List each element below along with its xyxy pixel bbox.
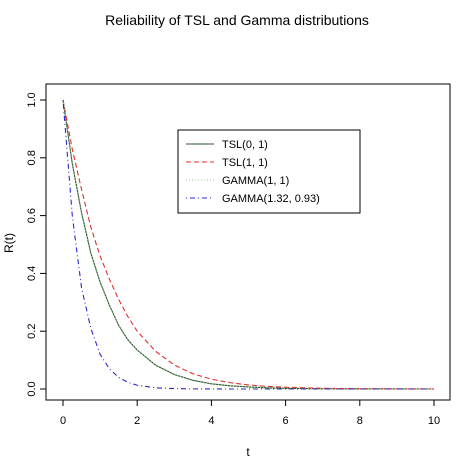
y-axis-label: R(t) <box>2 233 16 253</box>
series-layer <box>62 99 435 390</box>
x-axis: 0 2 4 6 8 10 <box>60 400 440 427</box>
series-line-1 <box>62 99 435 390</box>
legend-label-2: GAMMA(1, 1) <box>222 175 289 187</box>
x-tick-label: 8 <box>357 415 363 427</box>
x-axis-label: t <box>246 445 250 459</box>
y-tick-label: 0.6 <box>26 208 38 223</box>
x-tick-label: 6 <box>283 415 289 427</box>
y-tick-label: 0.2 <box>26 324 38 339</box>
legend-label-3: GAMMA(1.32, 0.93) <box>222 193 320 205</box>
chart-title: Reliability of TSL and Gamma distributio… <box>105 12 369 28</box>
legend-label-0: TSL(0, 1) <box>222 139 268 151</box>
y-tick-label: 0.0 <box>26 381 38 396</box>
plot-frame <box>45 83 451 401</box>
x-tick-label: 2 <box>134 415 140 427</box>
x-tick-label: 0 <box>60 415 66 427</box>
legend: TSL(0, 1) TSL(1, 1) GAMMA(1, 1) GAMMA(1.32,… <box>177 129 361 214</box>
y-tick-label: 0.8 <box>26 150 38 165</box>
x-tick-label: 10 <box>428 415 440 427</box>
legend-label-1: TSL(1, 1) <box>222 157 268 169</box>
y-tick-label: 0.4 <box>26 266 38 281</box>
y-tick-label: 1.0 <box>26 92 38 107</box>
x-tick-label: 4 <box>208 415 214 427</box>
series-line-2 <box>62 99 435 390</box>
y-axis: 0.0 0.2 0.4 0.6 0.8 1.0 <box>26 92 46 397</box>
